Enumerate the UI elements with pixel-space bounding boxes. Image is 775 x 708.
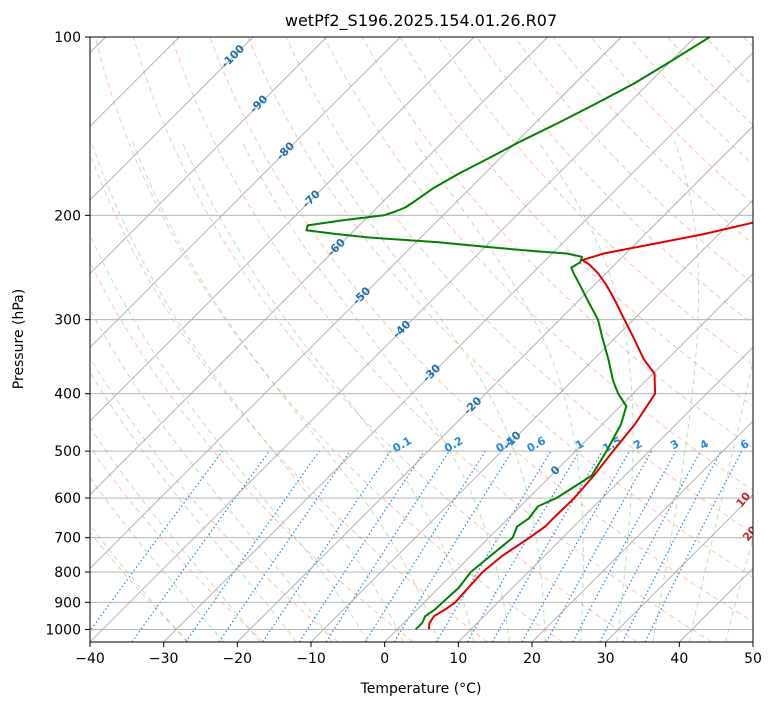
pressure-gridlines [90,37,753,630]
x-tick-label: 10 [449,651,467,667]
dry-adiabat-line [514,37,753,285]
dry-adiabats [90,37,753,642]
dry-adiabat-line [132,37,638,642]
x-tick-label: −20 [223,651,253,667]
isotherm-line [237,125,753,642]
y-tick-label: 1000 [45,622,81,638]
y-axis-ticks: 100 200 300 400 500 600 700 800 900 1000 [45,30,90,638]
isotherm-line [531,420,753,642]
dry-adiabat-line [90,356,339,642]
isotherms [90,37,753,642]
dry-adiabat-line [399,37,753,407]
x-tick-label: −40 [75,651,105,667]
isotherm-line [163,52,753,642]
mixing-ratio-line [298,450,425,642]
x-tick-label: 50 [744,651,762,667]
mixing-ratio-line [131,450,270,642]
isotherm-line [605,494,753,642]
y-tick-label: 300 [54,313,81,329]
mixing-ratio-line [644,450,743,642]
y-tick-label: 500 [54,444,81,460]
mixing-ratio-line [218,450,351,642]
x-tick-label: 40 [670,651,688,667]
isotherm-line [384,273,753,642]
sounding-series [305,37,753,631]
y-tick-label: 600 [54,491,81,507]
plot-frame [89,36,754,643]
isotherm-line [90,37,401,348]
dry-adiabat-line [247,37,753,578]
x-tick-label: 20 [523,651,541,667]
plot-area: -100-90-80-70-60-50-40-30-20-1000.1 0.2 0.… [45,30,762,667]
isotherm-line [90,37,548,496]
isotherm-line [458,346,753,642]
mixing-ratio-line [185,450,320,642]
mixing-ratio-line [325,450,450,642]
dry-adiabat-line [94,37,563,642]
mixing-ratio-line [90,450,223,632]
isotherm-line [90,37,327,275]
mixing-ratio-line [545,450,653,642]
isotherm-line [90,37,622,569]
dry-adiabat-line [90,531,190,642]
x-tick-label: −30 [149,651,179,667]
dry-adiabat-line [90,152,488,642]
dry-adiabat-line [361,37,753,449]
isotherm-line [90,37,475,422]
x-tick-label: −10 [296,651,326,667]
y-tick-label: 800 [54,565,81,581]
y-tick-label: 200 [54,208,81,224]
dry-adiabat-line [90,446,264,642]
y-tick-label: 400 [54,387,81,403]
plot-clip-group: -100-90-80-70-60-50-40-30-20-1000.1 0.2 0.… [90,37,753,642]
temperature-profile-line [427,221,753,630]
mixing-ratio-line [521,450,631,642]
mixing-ratio-lines [90,450,743,642]
y-tick-label: 100 [54,30,81,46]
mixing-ratio-line [262,450,392,642]
y-tick-label: 700 [54,531,81,547]
x-axis-ticks: −40 −30 −20 −10 0 10 20 30 40 50 [75,642,762,667]
y-axis-label: Pressure (hPa) [11,289,27,389]
chart-title: wetPf2_S196.2025.154.01.26.R07 [285,11,557,31]
mixing-ratio-line [572,450,677,642]
x-tick-label: 0 [380,651,389,667]
x-tick-label: 30 [597,651,615,667]
x-axis-label: Temperature (°C) [360,681,482,697]
isotherm-line [90,37,696,642]
y-tick-label: 900 [54,595,81,611]
dry-adiabat-line [209,37,753,623]
dry-adiabat-line [171,37,712,642]
isotherm-line [310,199,753,642]
dewpoint-profile-line [305,37,711,631]
isotherm-line [90,37,254,201]
mixing-ratio-line [393,450,513,642]
